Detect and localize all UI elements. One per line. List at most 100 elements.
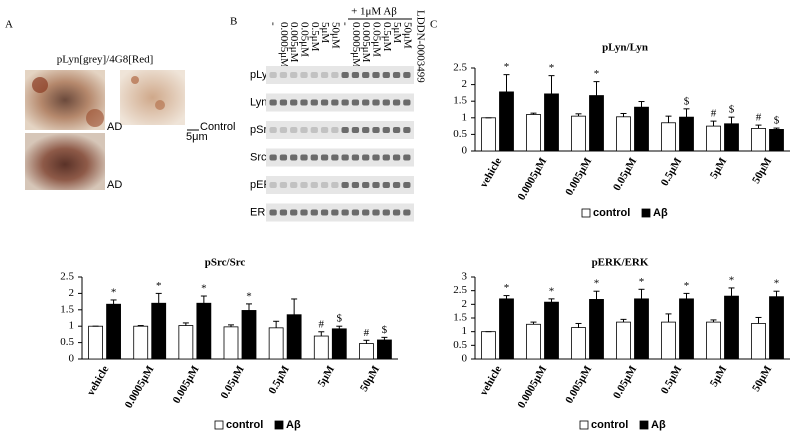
y-tick-label: 0 xyxy=(69,353,75,365)
blot-band xyxy=(320,127,329,133)
bar xyxy=(331,328,347,360)
significance-marker: * xyxy=(774,278,780,290)
blot-band xyxy=(351,127,360,133)
micrograph-detail xyxy=(131,76,139,84)
x-tick-label: 0.005μM xyxy=(563,363,594,405)
blot-band xyxy=(351,72,360,78)
significance-marker: * xyxy=(156,280,162,292)
x-tick-label: vehicle xyxy=(85,364,112,398)
blot-band xyxy=(331,99,339,106)
x-tick-label: 5μM xyxy=(316,363,338,389)
bar xyxy=(706,321,721,360)
bar xyxy=(589,299,604,360)
x-tick-label: 50μM xyxy=(750,363,775,393)
y-tick-label: 2 xyxy=(462,78,468,90)
bar xyxy=(769,296,784,360)
x-tick-label: 0.0005μM xyxy=(515,363,549,410)
blot-band xyxy=(290,72,298,78)
legend-label: Aβ xyxy=(286,419,301,431)
x-tick-label: 0.5μM xyxy=(659,155,685,188)
blot-band xyxy=(290,99,298,106)
lane-label: 0.5μM xyxy=(381,22,393,52)
lane-label: 0.005μM xyxy=(360,22,372,63)
blot-band xyxy=(372,182,380,188)
significance-marker: $ xyxy=(774,115,780,127)
lane-label: 0.0005μM xyxy=(278,22,290,68)
blot-band xyxy=(310,209,318,216)
lane-label: 0.5μM xyxy=(309,22,321,52)
bar xyxy=(544,93,559,152)
blot-band xyxy=(341,72,349,78)
bar xyxy=(679,116,694,152)
y-tick-label: 1.5 xyxy=(453,312,467,324)
x-tick-label: 50μM xyxy=(750,155,775,185)
bar xyxy=(571,115,586,152)
x-tick-label: 0.0005μM xyxy=(123,363,157,410)
bar xyxy=(286,314,302,360)
bar xyxy=(481,331,496,360)
blot-band xyxy=(331,72,339,78)
micrograph xyxy=(120,70,185,125)
blot-band xyxy=(382,209,390,216)
blot-band xyxy=(392,209,401,216)
row-label: Lyn xyxy=(250,96,267,108)
blot-band xyxy=(382,127,390,133)
significance-marker: * xyxy=(504,282,510,294)
panel-title: pLyn[grey]/4G8[Red] xyxy=(57,54,154,66)
blot-band xyxy=(362,182,370,188)
blot-band xyxy=(403,182,411,188)
x-tick-label: 5μM xyxy=(708,363,730,389)
blot-band xyxy=(362,154,370,161)
y-tick-label: 1.5 xyxy=(453,95,467,107)
significance-marker: $ xyxy=(382,324,388,336)
lane-label: 5μM xyxy=(391,22,403,43)
blot-band xyxy=(310,72,318,78)
blot-band xyxy=(362,72,370,78)
y-tick-label: 1.5 xyxy=(60,303,74,315)
blot-band xyxy=(300,127,308,133)
significance-marker: $ xyxy=(729,104,735,116)
blot-band xyxy=(403,127,411,133)
blot-band xyxy=(279,72,288,78)
bar xyxy=(106,303,121,360)
micrograph-detail xyxy=(155,100,165,110)
blot-band xyxy=(290,154,298,161)
bar xyxy=(526,323,541,360)
blot-band xyxy=(331,127,339,133)
x-tick-label: 0.005μM xyxy=(563,155,594,197)
blot-band xyxy=(382,99,390,106)
bar xyxy=(769,129,784,152)
bar xyxy=(616,116,631,152)
bar xyxy=(133,325,149,360)
blot-strip xyxy=(266,93,414,112)
bar xyxy=(751,128,766,152)
bar xyxy=(178,325,194,360)
blot-band xyxy=(351,209,360,216)
significance-marker: * xyxy=(594,68,600,80)
y-tick-label: 0.5 xyxy=(453,339,467,351)
blot-band xyxy=(279,182,288,188)
bar xyxy=(359,343,374,360)
legend-swatch xyxy=(641,208,651,218)
blot-band xyxy=(290,209,298,216)
blot-band xyxy=(392,182,401,188)
blot-band xyxy=(331,154,339,161)
blot-band xyxy=(320,209,329,216)
blot-band xyxy=(331,209,339,216)
bar xyxy=(751,323,766,360)
blot-band xyxy=(341,127,349,133)
blot-band xyxy=(403,154,411,161)
blot-strip xyxy=(266,121,414,139)
image-label: Control xyxy=(200,121,235,133)
blot-band xyxy=(300,182,308,188)
significance-marker: * xyxy=(639,276,645,288)
micrograph xyxy=(25,133,105,190)
blot-band xyxy=(300,72,308,78)
blot-band xyxy=(269,99,277,106)
blot-strip xyxy=(266,66,414,84)
blot-band xyxy=(341,154,349,161)
y-tick-label: 2.5 xyxy=(453,62,467,74)
blot-band xyxy=(372,209,380,216)
y-tick-label: 0 xyxy=(462,353,468,365)
